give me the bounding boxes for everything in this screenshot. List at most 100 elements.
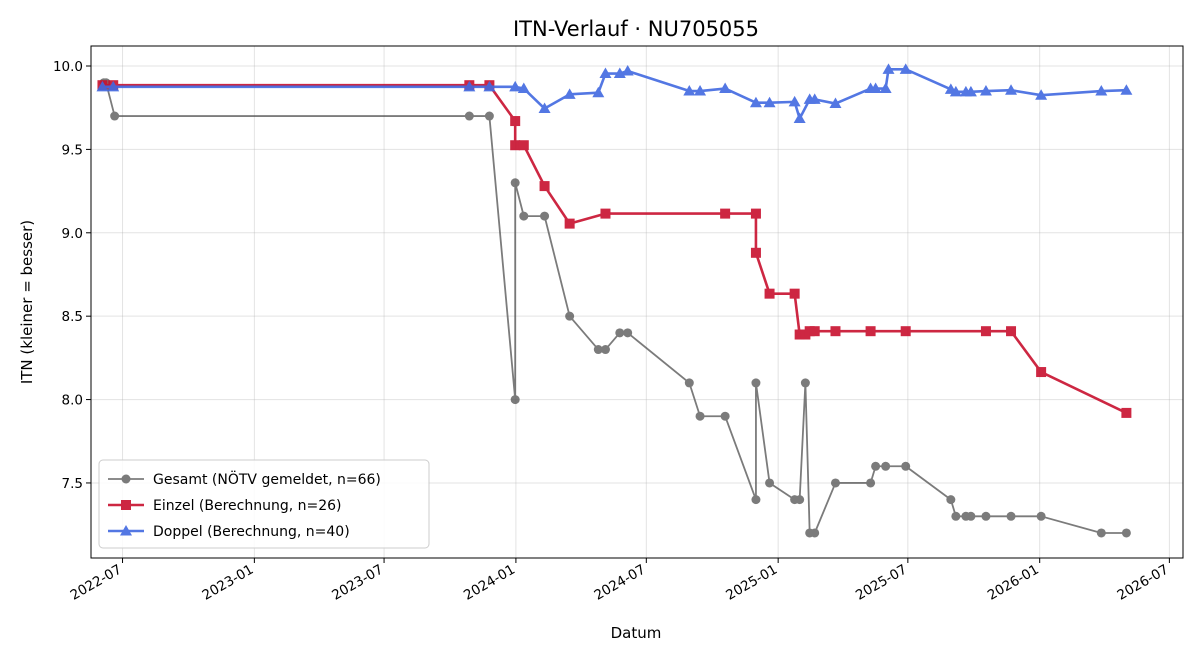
data-point-gesamt — [951, 511, 961, 521]
data-point-doppel — [788, 95, 801, 107]
data-point-gesamt — [946, 495, 956, 505]
data-point-einzel — [830, 326, 841, 337]
data-point-einzel — [1006, 326, 1017, 337]
series-layer — [96, 63, 1133, 538]
data-point-doppel — [979, 85, 992, 96]
legend: Gesamt (NÖTV gemeldet, n=66) Einzel (Bere… — [98, 459, 430, 549]
data-point-doppel — [949, 85, 962, 97]
data-point-doppel — [1005, 84, 1018, 95]
data-point-doppel — [882, 63, 895, 74]
data-point-gesamt — [519, 211, 529, 221]
data-point-doppel — [563, 88, 576, 99]
x-tick-label: 2026-01 — [985, 562, 1042, 604]
legend-marker-einzel — [121, 500, 131, 510]
data-point-gesamt — [1096, 528, 1106, 538]
data-point-einzel — [980, 326, 991, 337]
data-point-doppel — [107, 80, 120, 92]
data-point-gesamt — [623, 328, 633, 338]
x-tick-label: 2025-01 — [723, 562, 780, 604]
chart-title: ITN-Verlauf · NU705055 — [513, 17, 759, 41]
data-point-einzel — [564, 218, 575, 229]
data-point-gesamt — [1006, 511, 1016, 521]
legend-marker-gesamt — [121, 474, 131, 484]
data-point-einzel — [510, 140, 521, 151]
legend-item-gesamt — [108, 474, 144, 484]
data-point-gesamt — [981, 511, 991, 521]
data-point-einzel — [510, 116, 521, 127]
data-point-gesamt — [510, 395, 520, 405]
data-point-gesamt — [810, 528, 820, 538]
data-point-doppel — [879, 82, 892, 94]
data-point-gesamt — [540, 211, 550, 221]
data-point-einzel — [900, 326, 911, 337]
x-tick-label: 2026-07 — [1115, 562, 1172, 604]
x-tick-label: 2024-01 — [461, 562, 518, 604]
data-point-einzel — [809, 326, 820, 337]
data-point-doppel — [763, 96, 776, 108]
data-point-gesamt — [464, 111, 474, 121]
data-point-doppel — [719, 82, 732, 94]
data-point-gesamt — [881, 461, 891, 471]
data-point-einzel — [764, 288, 775, 299]
data-point-einzel — [539, 181, 550, 192]
legend-label-doppel: Doppel (Berechnung, n=40) — [153, 524, 350, 540]
data-point-einzel — [750, 247, 761, 258]
y-axis-label: ITN (kleiner = besser) — [18, 220, 36, 384]
y-tick-label: 9.5 — [62, 142, 83, 158]
data-point-gesamt — [765, 478, 775, 488]
data-point-einzel — [600, 208, 611, 219]
data-point-doppel — [483, 80, 496, 92]
y-tick-label: 7.5 — [62, 476, 83, 492]
legend-item-einzel — [108, 500, 144, 510]
data-point-gesamt — [484, 111, 494, 121]
data-point-doppel — [694, 85, 707, 96]
data-point-gesamt — [830, 478, 840, 488]
data-point-doppel — [599, 67, 612, 79]
data-point-doppel — [592, 86, 605, 98]
legend-label-einzel: Einzel (Berechnung, n=26) — [153, 498, 342, 514]
data-point-gesamt — [751, 378, 761, 388]
series-gesamt — [99, 78, 1131, 538]
y-tick-label: 10.0 — [53, 59, 83, 75]
data-point-doppel — [683, 85, 696, 96]
x-tick-label: 2022-07 — [68, 562, 125, 604]
y-tick-label: 8.0 — [62, 393, 83, 409]
series-line-einzel — [102, 83, 1127, 415]
data-point-doppel — [538, 102, 551, 114]
y-tick-label: 8.5 — [62, 309, 83, 325]
data-point-gesamt — [510, 178, 520, 188]
data-point-gesamt — [110, 111, 120, 121]
data-point-gesamt — [695, 411, 705, 421]
data-point-gesamt — [1121, 528, 1131, 538]
data-point-gesamt — [1036, 511, 1046, 521]
data-point-gesamt — [565, 311, 575, 321]
data-point-einzel — [789, 288, 800, 299]
data-point-doppel — [964, 85, 977, 97]
data-point-doppel — [463, 80, 476, 92]
y-tick-label: 9.0 — [62, 226, 83, 242]
data-point-einzel — [750, 208, 761, 219]
data-point-gesamt — [871, 461, 881, 471]
data-point-gesamt — [615, 328, 625, 338]
data-point-doppel — [1120, 84, 1133, 95]
data-point-doppel — [869, 82, 882, 94]
grid — [91, 46, 1183, 558]
data-point-doppel — [517, 82, 530, 94]
legend-label-gesamt: Gesamt (NÖTV gemeldet, n=66) — [153, 470, 381, 488]
data-point-gesamt — [600, 345, 610, 355]
x-tick-label: 2024-07 — [591, 562, 648, 604]
y-axis: 7.5 8.0 8.5 9.0 9.5 10.0 — [53, 59, 91, 492]
data-point-gesamt — [593, 345, 603, 355]
x-axis-label: Datum — [611, 624, 662, 642]
x-tick-label: 2023-01 — [200, 562, 257, 604]
data-point-einzel — [794, 329, 805, 340]
legend-box — [98, 459, 430, 549]
data-point-doppel — [621, 65, 634, 76]
x-tick-label: 2023-07 — [329, 562, 386, 604]
data-point-gesamt — [684, 378, 694, 388]
data-point-einzel — [720, 208, 731, 219]
series-einzel — [97, 80, 1132, 418]
data-point-doppel — [509, 80, 522, 92]
data-point-doppel — [808, 93, 821, 104]
